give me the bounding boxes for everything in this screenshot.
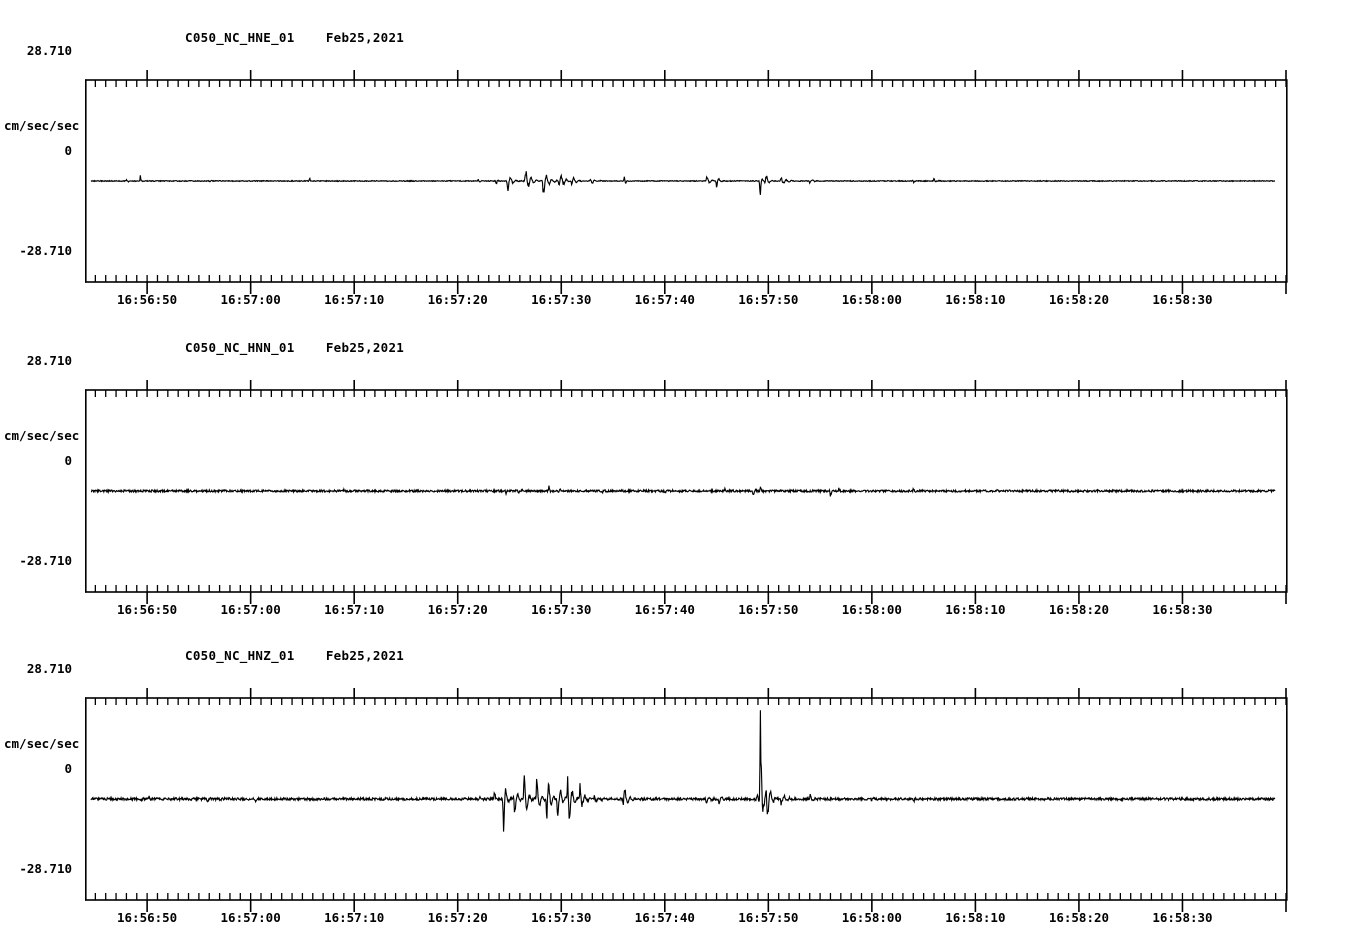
x-axis-tick-label: 16:57:20 <box>427 910 488 925</box>
x-axis-tick-label: 16:56:50 <box>117 292 178 307</box>
x-axis-tick-label: 16:57:30 <box>531 602 592 617</box>
y-axis-zero-label-hnn: 0 <box>64 453 72 468</box>
x-axis-tick-label: 16:58:20 <box>1048 292 1110 307</box>
x-axis-tick-label: 16:57:50 <box>738 910 799 925</box>
plot-area-hne <box>85 70 1288 294</box>
x-axis-tick-label: 16:57:30 <box>531 292 592 307</box>
x-axis-tick-label: 16:57:30 <box>531 910 592 925</box>
y-axis-min-label-hnn: -28.710 <box>19 553 72 568</box>
x-axis-tick-label: 16:58:20 <box>1048 910 1110 925</box>
panel-title-hne: C050_NC_HNE_01 Feb25,2021 <box>185 30 405 45</box>
y-axis-zero-label-hne: 0 <box>64 143 72 158</box>
x-axis-tick-label: 16:58:00 <box>841 910 902 925</box>
x-axis-tick-label: 16:56:50 <box>117 910 178 925</box>
x-axis-tick-label: 16:58:30 <box>1152 292 1213 307</box>
x-axis-tick-label: 16:58:10 <box>945 602 1006 617</box>
y-axis-min-label-hnz: -28.710 <box>19 861 72 876</box>
x-axis-tick-label: 16:57:10 <box>324 292 385 307</box>
x-axis-tick-label: 16:57:40 <box>634 292 695 307</box>
y-axis-units-label-hnn: cm/sec/sec <box>4 428 80 443</box>
panel-title-hnn: C050_NC_HNN_01 Feb25,2021 <box>185 340 405 355</box>
x-axis-tick-label: 16:58:30 <box>1152 602 1213 617</box>
x-axis-tick-label: 16:57:00 <box>220 602 281 617</box>
x-axis-tick-label: 16:58:00 <box>841 292 902 307</box>
y-axis-units-label-hnz: cm/sec/sec <box>4 736 80 751</box>
x-axis-tick-label: 16:57:20 <box>427 602 488 617</box>
x-axis-tick-label: 16:58:00 <box>841 602 902 617</box>
x-axis-tick-label: 16:57:00 <box>220 292 281 307</box>
x-axis-tick-label: 16:57:50 <box>738 292 799 307</box>
y-axis-zero-label-hnz: 0 <box>64 761 72 776</box>
x-axis-tick-label: 16:58:10 <box>945 910 1006 925</box>
x-axis-tick-label: 16:57:40 <box>634 602 695 617</box>
x-axis-tick-label: 16:58:30 <box>1152 910 1213 925</box>
x-axis-tick-label: 16:57:10 <box>324 910 385 925</box>
x-axis-tick-label: 16:57:20 <box>427 292 488 307</box>
y-axis-min-label-hne: -28.710 <box>19 243 72 258</box>
x-axis-tick-label: 16:57:40 <box>634 910 695 925</box>
y-axis-max-label-hnn: 28.710 <box>26 353 72 368</box>
x-axis-tick-label: 16:57:50 <box>738 602 799 617</box>
x-axis-tick-label: 16:56:50 <box>117 602 178 617</box>
y-axis-max-label-hne: 28.710 <box>26 43 72 58</box>
panel-title-hnz: C050_NC_HNZ_01 Feb25,2021 <box>185 648 405 663</box>
y-axis-max-label-hnz: 28.710 <box>26 661 72 676</box>
x-axis-tick-label: 16:58:20 <box>1048 602 1110 617</box>
x-axis-tick-label: 16:57:10 <box>324 602 385 617</box>
x-axis-tick-label: 16:58:10 <box>945 292 1006 307</box>
plot-area-hnn <box>85 380 1288 604</box>
y-axis-units-label-hne: cm/sec/sec <box>4 118 80 133</box>
x-axis-tick-label: 16:57:00 <box>220 910 281 925</box>
plot-area-hnz <box>85 688 1288 912</box>
